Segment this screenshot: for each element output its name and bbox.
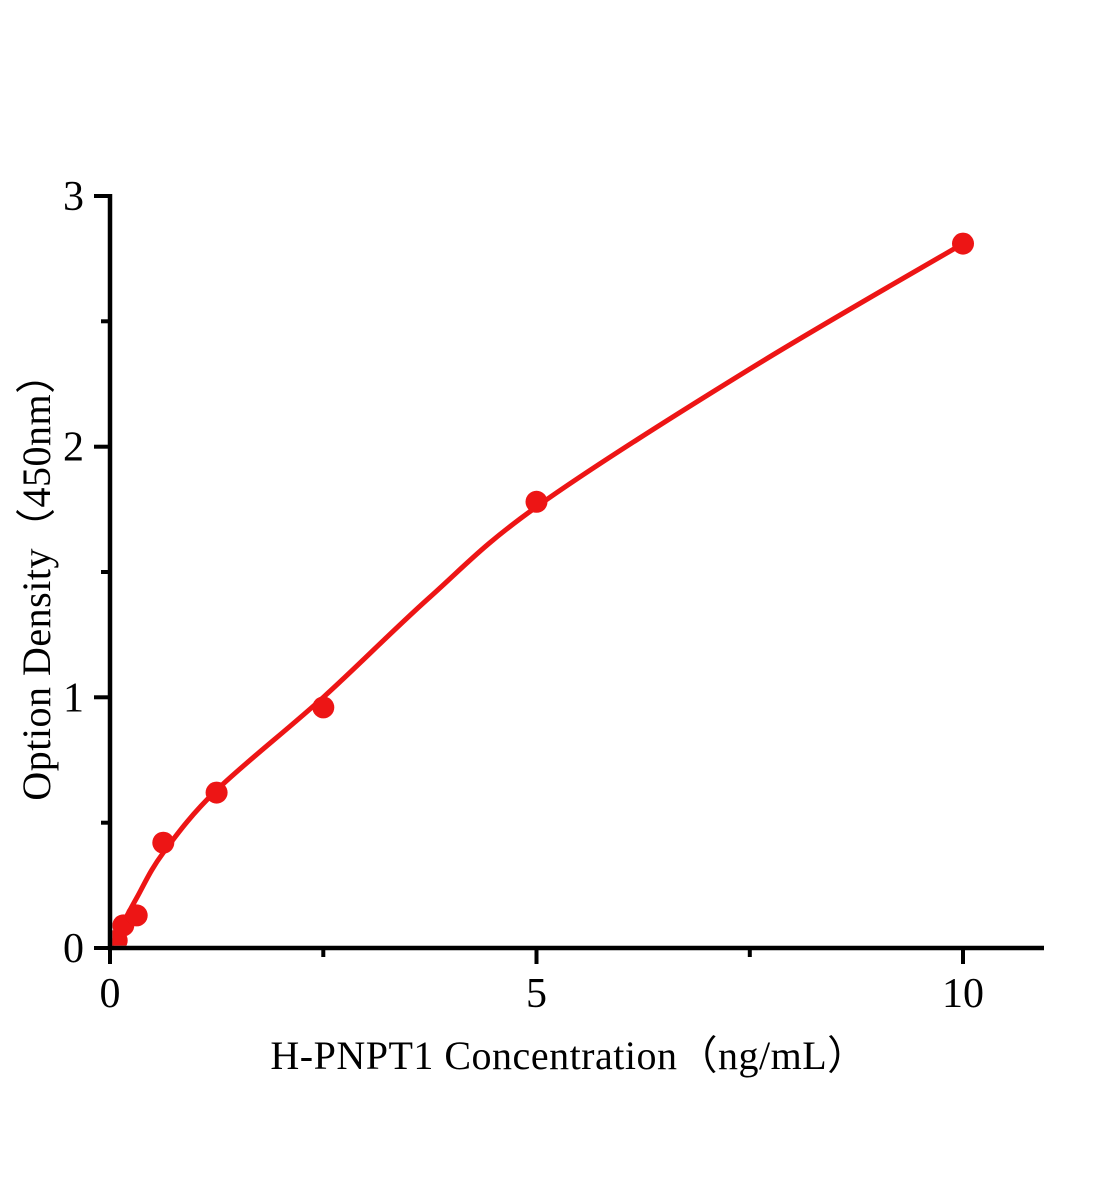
y-axis-label: Option Density（450nm） — [14, 353, 59, 801]
data-point-marker — [152, 831, 175, 854]
y-tick-label: 2 — [63, 425, 84, 471]
x-tick-label: 0 — [100, 971, 121, 1017]
y-tick-label: 3 — [63, 174, 84, 220]
data-point-marker — [125, 904, 148, 927]
x-axis-label: H-PNPT1 Concentration（ng/mL） — [270, 1033, 868, 1078]
axes-lines — [107, 194, 1044, 951]
data-layer — [112, 232, 974, 946]
y-tick-label: 0 — [63, 926, 84, 972]
data-point-marker — [952, 232, 974, 255]
fit-curve-line — [112, 241, 966, 946]
x-tick-label: 5 — [526, 971, 547, 1017]
data-point-marker — [525, 490, 548, 513]
data-point-marker — [312, 696, 335, 719]
x-tick-label: 10 — [942, 971, 984, 1017]
y-tick-label: 1 — [63, 675, 84, 721]
data-point-marker — [205, 781, 228, 804]
